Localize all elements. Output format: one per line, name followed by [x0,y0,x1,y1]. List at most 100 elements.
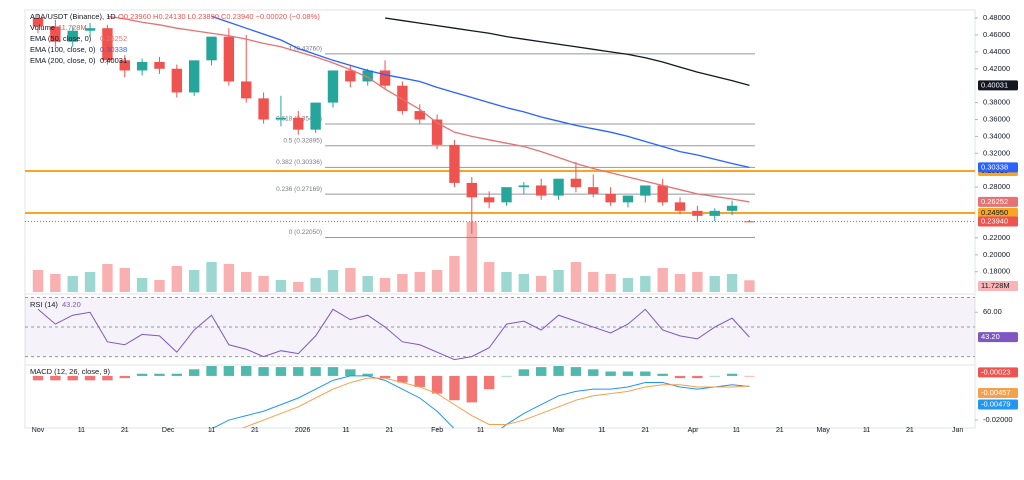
volume-bar [188,270,200,292]
x-tick-label: 11 [733,427,740,434]
volume-bar [726,274,738,292]
volume-bar [692,272,703,292]
macd-histogram-bar [84,375,96,381]
axis-badge [978,207,1018,218]
axis-badge-label: 0.24950 [981,208,1008,217]
candle-body [188,60,200,93]
y-tick-label: 60.00 [983,307,1002,316]
x-tick-label: 11 [863,427,870,434]
axis-badge [978,216,1018,227]
ohlc-readout: O0.23960 H0.24130 L0.23890 C0.23940 −0.0… [118,12,320,21]
macd-histogram-bar [327,367,339,376]
candle-body [84,28,96,31]
candle-body [692,210,703,216]
volume-bar [640,276,651,292]
candle-body [32,18,44,27]
macd-histogram-bar [501,375,512,377]
volume-bar [570,262,582,292]
axes: Nov 11 21 Dec 11 21 2026 11 21 Feb 11 Mar 11 21 Apr 11 2… [32,13,1018,434]
axis-badge [978,80,1018,91]
y-tick-label: 0.46000 [983,30,1010,39]
legend-value: 0.30338 [100,45,127,54]
y-tick-label: 0.38000 [983,98,1010,107]
volume-bar [171,266,183,292]
x-tick-label: 21 [251,427,259,434]
macd-histogram-bar [293,367,304,376]
x-tick-label: May [817,427,831,434]
macd-histogram-bar [154,373,165,376]
macd-histogram-bar [188,369,200,376]
macd-histogram-bar [588,369,599,376]
y-tick-label: 0.48000 [983,13,1010,22]
fib-label: 0.236 (0.27169) [276,186,322,193]
volume-bar [553,270,564,292]
volume-bar [466,222,478,292]
candle-body [293,117,304,130]
volume-bar [327,270,339,292]
volume-bar [84,272,96,292]
x-tick-label: Mar [553,427,566,434]
legend-label: EMA (100, close, 0) [30,45,96,54]
macd-histogram-bar [657,373,668,376]
rsi-title: RSI (14) [30,300,58,309]
macd-histogram-bar [466,375,478,403]
x-tick-label: 21 [121,427,129,434]
fib-label: 0 (0.22050) [289,229,322,236]
macd-histogram-bar [310,367,321,376]
macd-histogram-bar [709,375,720,377]
macd-histogram-bar [692,375,703,379]
axis-badge-label: -0.00023 [981,367,1011,376]
axis-badge-label: -0.00479 [981,399,1011,408]
macd-histogram-bar [258,367,269,376]
macd-histogram-bar [206,366,217,376]
volume-bar [154,280,165,292]
axis-badge-label: 0.40031 [981,80,1008,89]
volume-bar [362,276,373,292]
macd-histogram-bar [67,375,78,381]
macd-histogram-bar [553,366,564,376]
axis-badge [978,162,1018,173]
macd-line [212,375,750,428]
candle-body [640,185,651,196]
candle-body [588,187,599,194]
candle-body [327,70,339,103]
legend: ADA/USDT (Binance), 1D O0.23960 H0.24130… [30,12,320,376]
candle-body [431,119,443,145]
y-tick-label: 0.32000 [983,148,1010,157]
candle-body [536,185,547,196]
volume-bar [67,276,78,292]
candle-body [102,28,113,61]
x-tick-label: 21 [385,427,393,434]
legend-label: EMA (200, close, 0) [30,56,96,65]
ema-line [211,15,750,169]
macd-histogram-bar [640,371,651,376]
macd-histogram-bar [275,367,287,376]
axis-badge-label: 0.26252 [981,197,1008,206]
x-tick-label: 11 [208,427,215,434]
volume-bar [258,276,269,292]
macd-histogram-bar [102,375,113,381]
x-tick-label: 21 [906,427,914,434]
candle-body [310,102,321,130]
axis-badge-label: 11.728M [981,281,1010,290]
volume-bar [657,268,668,292]
volume-bar [223,264,235,292]
candle-body [223,36,235,82]
x-tick-label: 2026 [295,427,311,434]
volume-bar [588,272,599,292]
x-tick-label: Nov [32,427,45,434]
axis-badge-label: 0.30338 [981,162,1008,171]
volume-bar [536,276,547,292]
axis-badge [978,388,1018,399]
x-tick-label: 11 [477,427,484,434]
legend-volume-value: 11.728M [58,23,87,32]
candle-body [119,60,130,71]
volume-bar [674,274,686,292]
x-tick-label: Apr [688,427,700,434]
x-tick-label: 21 [641,427,649,434]
x-tick-label: 11 [342,427,349,434]
candle-body [171,68,183,93]
volume-bar [431,270,443,292]
macd-histogram-bar [518,369,530,376]
candle-body [154,62,165,69]
